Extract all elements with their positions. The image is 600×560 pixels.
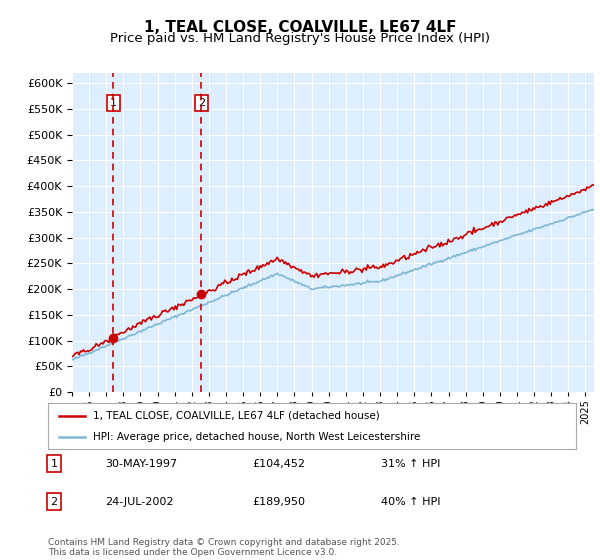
Text: 31% ↑ HPI: 31% ↑ HPI — [381, 459, 440, 469]
Text: 2: 2 — [50, 497, 58, 507]
Text: 2: 2 — [198, 98, 205, 108]
Text: 1: 1 — [50, 459, 58, 469]
Text: £189,950: £189,950 — [252, 497, 305, 507]
Text: £104,452: £104,452 — [252, 459, 305, 469]
Text: HPI: Average price, detached house, North West Leicestershire: HPI: Average price, detached house, Nort… — [93, 432, 420, 442]
Text: Contains HM Land Registry data © Crown copyright and database right 2025.
This d: Contains HM Land Registry data © Crown c… — [48, 538, 400, 557]
Text: 24-JUL-2002: 24-JUL-2002 — [105, 497, 173, 507]
Text: 1: 1 — [110, 98, 117, 108]
Text: 40% ↑ HPI: 40% ↑ HPI — [381, 497, 440, 507]
Text: 30-MAY-1997: 30-MAY-1997 — [105, 459, 177, 469]
Text: 1, TEAL CLOSE, COALVILLE, LE67 4LF (detached house): 1, TEAL CLOSE, COALVILLE, LE67 4LF (deta… — [93, 410, 380, 421]
Text: 1, TEAL CLOSE, COALVILLE, LE67 4LF: 1, TEAL CLOSE, COALVILLE, LE67 4LF — [144, 20, 456, 35]
Text: Price paid vs. HM Land Registry's House Price Index (HPI): Price paid vs. HM Land Registry's House … — [110, 32, 490, 45]
